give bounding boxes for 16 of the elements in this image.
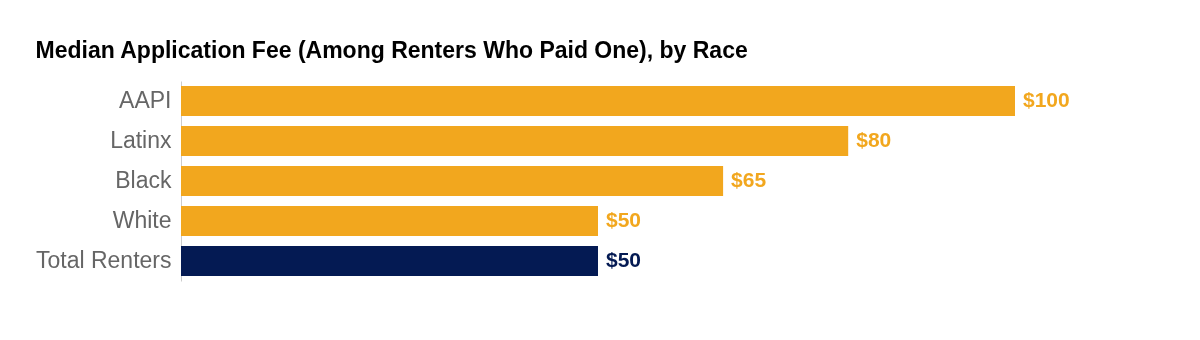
y-tick-label: White [112, 207, 172, 233]
y-tick-label: Black [115, 167, 172, 193]
y-tick-label: Latinx [110, 127, 172, 153]
data-label: $80 [856, 128, 892, 151]
data-label: $65 [731, 168, 767, 191]
bar [181, 86, 1015, 116]
bar [181, 126, 849, 156]
data-label: $50 [606, 208, 642, 231]
bar [181, 206, 598, 236]
bar [181, 246, 598, 276]
data-label: $100 [1023, 88, 1070, 111]
y-tick-label: Total Renters [35, 247, 172, 273]
bar [181, 166, 724, 196]
y-tick-label: AAPI [119, 87, 172, 113]
chart-title: Median Application Fee (Among Renters Who Paid One), by Race [35, 37, 748, 63]
data-label: $50 [606, 248, 642, 271]
